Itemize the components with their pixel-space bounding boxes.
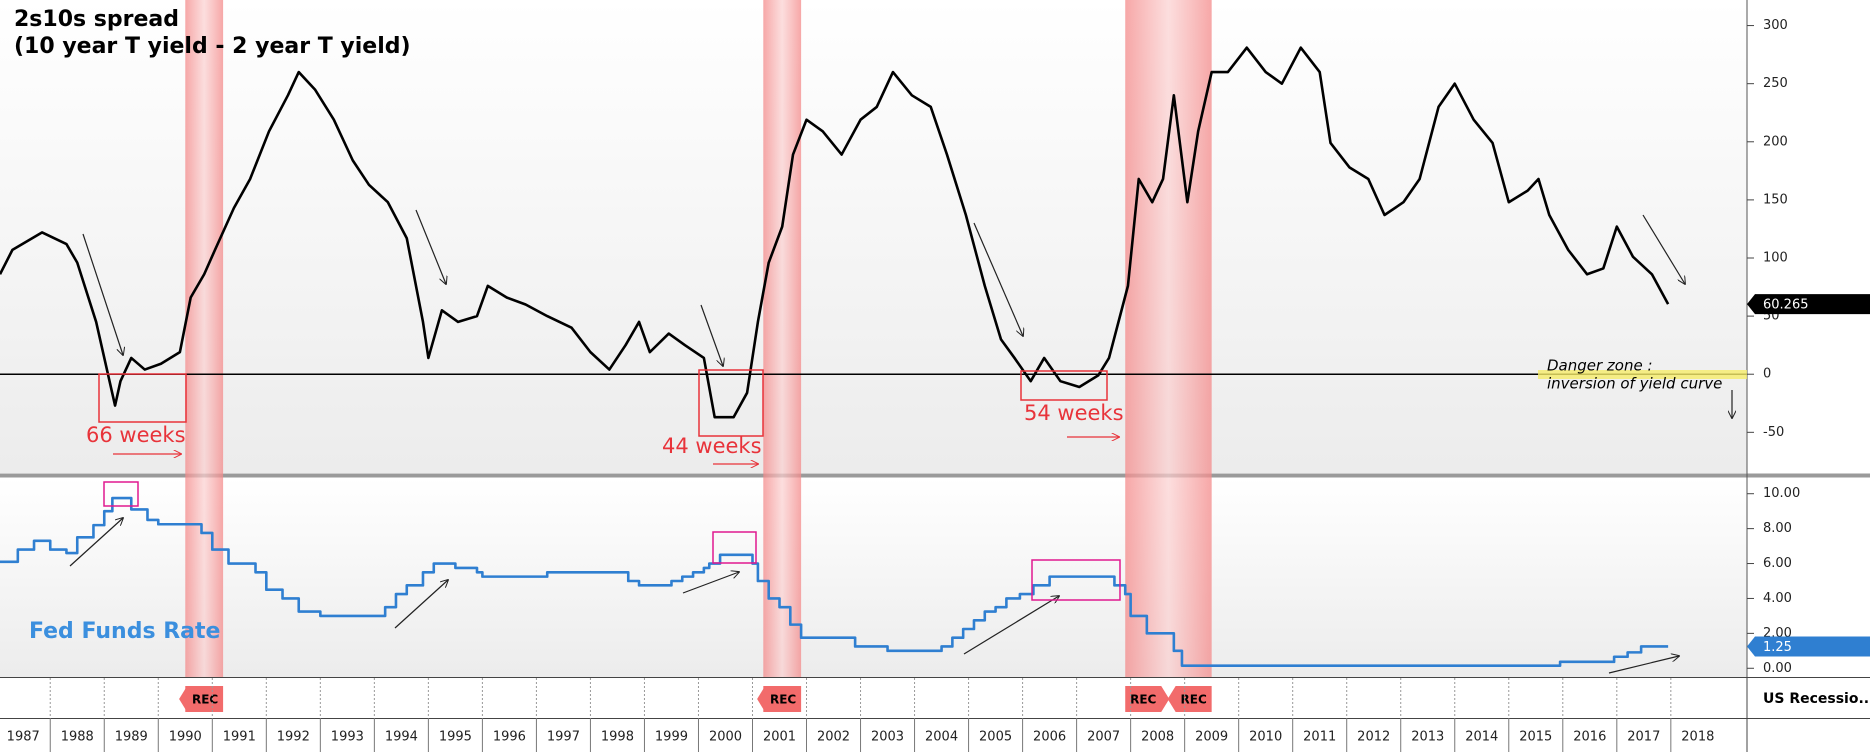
recession-tag-label: REC — [770, 693, 796, 707]
last-value-label: 60.265 — [1763, 298, 1809, 313]
y-tick-label: 150 — [1763, 192, 1788, 207]
x-tick-label: 2010 — [1249, 730, 1282, 745]
x-tick-label: 2014 — [1465, 730, 1498, 745]
x-tick-label: 1992 — [277, 730, 310, 745]
y-tick-label: 10.00 — [1763, 486, 1800, 501]
x-tick-label: 2017 — [1627, 730, 1660, 745]
recession-tag-label: REC — [1130, 693, 1156, 707]
danger-highlight — [1538, 370, 1747, 379]
recession-tag — [1167, 686, 1212, 712]
x-tick-label: 2009 — [1195, 730, 1228, 745]
x-tick-label: 2004 — [925, 730, 958, 745]
axis-strip — [0, 677, 1870, 752]
x-tick-label: 2011 — [1303, 730, 1336, 745]
x-tick-label: 2015 — [1519, 730, 1552, 745]
x-tick-label: 1991 — [223, 730, 256, 745]
recession-tag — [757, 686, 802, 712]
x-tick-label: 1993 — [331, 730, 364, 745]
series-line — [0, 496, 1669, 667]
x-tick-label: 1989 — [115, 730, 148, 745]
arrow — [415, 209, 446, 284]
highlight-box — [1020, 370, 1108, 401]
recession-band — [1125, 0, 1212, 677]
x-tick-label: 1998 — [601, 730, 634, 745]
y-tick-label: 0 — [1763, 367, 1771, 382]
x-tick-label: 1999 — [655, 730, 688, 745]
plot — [0, 46, 1747, 667]
x-tick-label: 1988 — [61, 730, 94, 745]
x-tick-label: 1997 — [547, 730, 580, 745]
annotation: 54 weeks — [1024, 401, 1124, 425]
chart-title: 2s10s spread — [14, 7, 179, 32]
x-tick-label: 2006 — [1033, 730, 1066, 745]
recession-band — [763, 0, 802, 677]
x-tick-label: 2000 — [709, 730, 742, 745]
annotation: 66 weeks — [86, 423, 186, 447]
recession-band — [185, 0, 224, 677]
y-tick-label: 250 — [1763, 76, 1788, 91]
y-tick-label: 0.00 — [1763, 661, 1792, 676]
panel-bottom — [0, 478, 1747, 677]
arrow — [1608, 656, 1679, 674]
recession-tag-label: REC — [1181, 693, 1207, 707]
highlight-box — [98, 373, 187, 423]
highlight-box — [1031, 559, 1121, 601]
arrow — [700, 304, 723, 366]
panel-title: Fed Funds Rate — [29, 619, 220, 644]
y-tick-label: 200 — [1763, 134, 1788, 149]
x-tick-label: 1995 — [439, 730, 472, 745]
recession-tag-label: REC — [192, 693, 218, 707]
highlight-box — [103, 481, 139, 507]
x-tick-label: 2001 — [763, 730, 796, 745]
y-tick-label: 100 — [1763, 251, 1788, 266]
recession-bands — [185, 0, 1212, 677]
arrows — [69, 209, 1732, 674]
last-value-tag — [1747, 636, 1870, 657]
x-tick-label: 2018 — [1681, 730, 1714, 745]
x-tick-label: 1990 — [169, 730, 202, 745]
annotation: Danger zone : — [1547, 357, 1653, 375]
arrow — [682, 572, 739, 594]
arrow — [69, 518, 123, 567]
series-line — [0, 46, 1670, 419]
y-tick-label: 4.00 — [1763, 591, 1792, 606]
annotation: 44 weeks — [662, 434, 762, 458]
arrow — [973, 222, 1023, 336]
highlight-box — [698, 369, 764, 437]
last-value-label: 1.25 — [1763, 640, 1792, 655]
x-tick-label: 1996 — [493, 730, 526, 745]
x-tick-label: 2003 — [871, 730, 904, 745]
x-tick-label: 2002 — [817, 730, 850, 745]
x-tick-label: 2005 — [979, 730, 1012, 745]
x-tick-label: 1994 — [385, 730, 418, 745]
y-tick-label: 6.00 — [1763, 556, 1792, 571]
y-tick-label: 8.00 — [1763, 521, 1792, 536]
boxes — [98, 369, 1121, 601]
panel-top — [0, 0, 1747, 473]
recession-tag — [1125, 686, 1170, 712]
y-tick-label: 300 — [1763, 18, 1788, 33]
arrow — [1642, 214, 1685, 284]
last-value-tag — [1747, 294, 1870, 315]
x-tick-label: 1987 — [7, 730, 40, 745]
arrow — [963, 596, 1059, 655]
x-tick-label: 2013 — [1411, 730, 1444, 745]
arrow — [82, 233, 123, 355]
strip-label: US Recessio... — [1763, 691, 1870, 707]
x-tick-label: 2007 — [1087, 730, 1120, 745]
x-tick-label: 2016 — [1573, 730, 1606, 745]
x-tick-label: 2008 — [1141, 730, 1174, 745]
highlight-box — [712, 531, 757, 564]
recession-tag — [179, 686, 224, 712]
arrow — [394, 580, 448, 629]
y-tick-label: -50 — [1763, 425, 1784, 440]
x-tick-label: 2012 — [1357, 730, 1390, 745]
annotation: inversion of yield curve — [1547, 375, 1722, 393]
chart-subtitle: (10 year T yield - 2 year T yield) — [14, 34, 411, 59]
